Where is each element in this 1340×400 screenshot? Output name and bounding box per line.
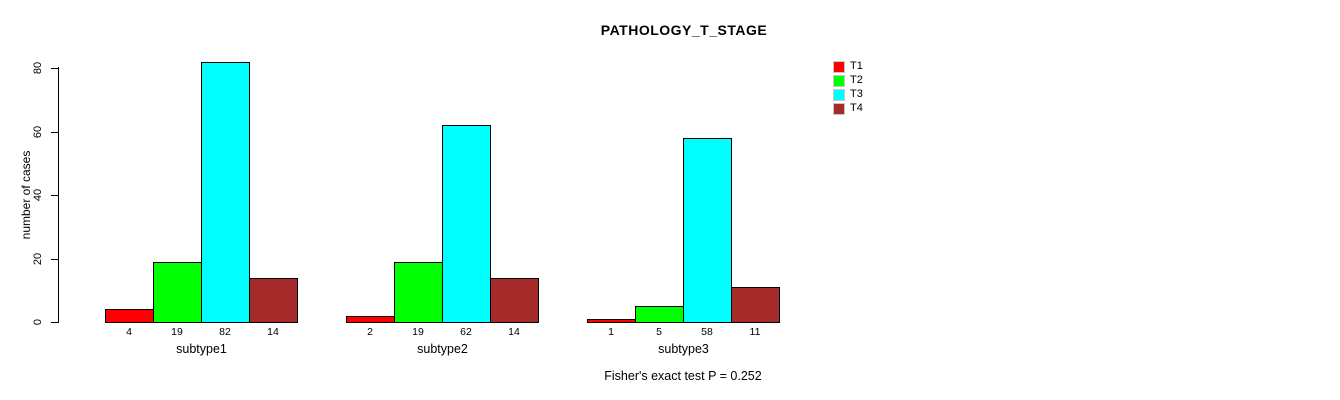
bar-value-label: 19 <box>171 326 183 338</box>
bar <box>683 138 732 323</box>
bar <box>249 278 298 323</box>
legend-label: T3 <box>850 88 863 100</box>
bar-value-label: 19 <box>412 326 424 338</box>
bar-value-label: 14 <box>267 326 279 338</box>
y-axis-title: number of cases <box>19 150 33 240</box>
y-axis-line <box>58 67 59 323</box>
y-tick <box>51 68 58 69</box>
bar <box>490 278 539 323</box>
chart-title: PATHOLOGY_T_STAGE <box>600 22 768 38</box>
bar-value-label: 4 <box>126 326 132 338</box>
legend-swatch <box>833 102 845 115</box>
legend-item: T1 <box>833 60 863 73</box>
bar-value-label: 62 <box>460 326 472 338</box>
bar-value-label: 2 <box>367 326 373 338</box>
group-label: subtype2 <box>417 342 468 356</box>
y-tick-label: 0 <box>32 318 44 326</box>
legend-label: T2 <box>850 74 863 86</box>
group-label: subtype3 <box>658 342 709 356</box>
bar <box>731 287 780 323</box>
legend-item: T4 <box>833 102 863 115</box>
bar <box>635 306 684 323</box>
bar <box>201 62 250 323</box>
legend-swatch <box>833 74 845 87</box>
y-tick-label: 20 <box>32 252 44 265</box>
bar-value-label: 5 <box>656 326 662 338</box>
bar <box>442 125 491 323</box>
legend-swatch <box>833 88 845 101</box>
y-tick <box>51 322 58 323</box>
legend-swatch <box>833 60 845 73</box>
bar-value-label: 58 <box>701 326 713 338</box>
bar <box>394 262 443 323</box>
bar-value-label: 1 <box>608 326 614 338</box>
bar <box>153 262 202 323</box>
y-tick <box>51 195 58 196</box>
bar-value-label: 82 <box>219 326 231 338</box>
fisher-test-annotation: Fisher's exact test P = 0.252 <box>604 369 762 383</box>
bar-value-label: 11 <box>749 326 761 338</box>
legend-label: T4 <box>850 102 863 114</box>
y-tick-label: 40 <box>32 188 44 202</box>
legend-label: T1 <box>850 60 863 72</box>
y-tick-label: 60 <box>32 125 44 138</box>
bar <box>346 316 395 323</box>
group-label: subtype1 <box>176 342 227 356</box>
y-tick <box>51 132 58 133</box>
y-tick <box>51 259 58 260</box>
legend: T1 T2 T3 T4 <box>833 60 863 117</box>
y-tick-label: 80 <box>32 61 44 75</box>
legend-item: T2 <box>833 74 863 87</box>
legend-item: T3 <box>833 88 863 101</box>
bar <box>105 309 154 323</box>
bar-value-label: 14 <box>508 326 520 338</box>
bar <box>587 319 636 323</box>
